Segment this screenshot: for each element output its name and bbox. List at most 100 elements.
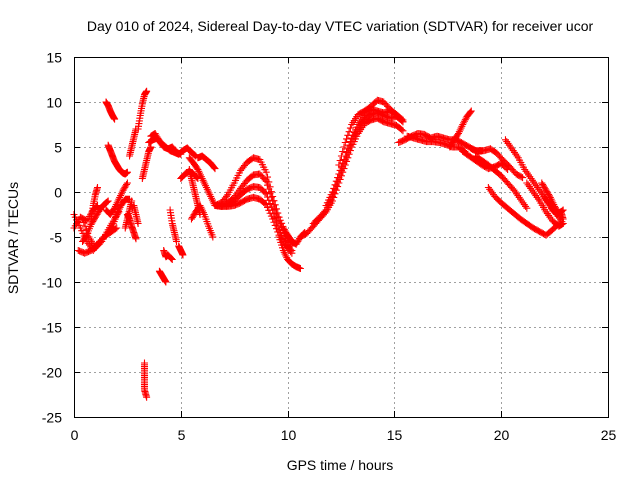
data-point — [96, 239, 104, 247]
data-point — [343, 148, 351, 156]
series-track-33 — [275, 233, 304, 272]
data-point — [523, 204, 531, 212]
data-point — [123, 168, 131, 176]
data-point — [190, 151, 198, 159]
data-point — [335, 161, 343, 169]
data-point — [343, 135, 351, 143]
data-point — [223, 192, 231, 200]
y-tick-label: -25 — [42, 410, 62, 426]
x-tick-label: 5 — [178, 427, 186, 443]
data-point — [559, 215, 567, 223]
series-track-49 — [538, 179, 567, 218]
data-point — [459, 121, 467, 128]
data-point — [211, 165, 219, 173]
series-track-43 — [472, 152, 531, 212]
data-point — [271, 221, 279, 229]
y-axis-label: SDTVAR / TECUs — [5, 182, 21, 294]
series-track-20 — [155, 267, 170, 286]
data-point — [270, 218, 278, 226]
data-point — [339, 148, 347, 155]
data-point — [337, 152, 345, 160]
data-point — [168, 256, 176, 263]
series-track-23 — [175, 242, 187, 259]
data-point — [340, 143, 348, 151]
x-tick-label: 10 — [281, 427, 297, 443]
series-track-09 — [104, 195, 134, 236]
series-track-38 — [335, 96, 407, 169]
series-track-07 — [102, 98, 119, 123]
data-point — [321, 207, 329, 215]
x-tick-label: 15 — [387, 427, 403, 443]
data-point — [82, 232, 90, 240]
series-track-11 — [126, 125, 140, 160]
y-tick-label: 5 — [54, 140, 62, 156]
data-point — [330, 184, 338, 192]
data-point — [557, 207, 565, 215]
series-track-19 — [147, 130, 185, 158]
x-tick-label: 0 — [71, 427, 79, 443]
data-point — [267, 203, 275, 211]
data-point — [519, 174, 527, 182]
data-point — [460, 119, 468, 127]
data-point — [143, 87, 151, 95]
y-tick-label: 10 — [46, 95, 62, 111]
series-track-47 — [523, 179, 567, 230]
data-point — [346, 138, 354, 146]
data-point — [398, 116, 406, 124]
data-point — [110, 205, 118, 213]
data-point — [209, 233, 217, 241]
data-point — [335, 170, 343, 178]
data-point — [341, 139, 349, 146]
data-point — [162, 278, 170, 286]
data-point — [265, 196, 273, 204]
data-point — [152, 131, 160, 139]
data-point — [345, 141, 353, 149]
grid-layer — [74, 57, 608, 417]
data-point — [261, 189, 269, 197]
data-point — [559, 206, 567, 214]
data-point — [151, 130, 159, 137]
data-point — [332, 177, 340, 185]
y-tick-label: 0 — [54, 185, 62, 201]
series-track-16 — [138, 143, 155, 182]
y-tick-label: -5 — [50, 230, 63, 246]
data-point — [134, 220, 142, 227]
data-point — [132, 235, 140, 243]
data-point — [399, 127, 407, 135]
data-point — [467, 107, 475, 115]
series-track-28 — [194, 152, 219, 173]
data-point — [346, 124, 354, 132]
data-point — [173, 238, 181, 245]
data-point — [177, 150, 185, 158]
data-point — [296, 265, 304, 272]
y-tick-label: -15 — [42, 320, 62, 336]
data-point — [558, 207, 566, 215]
data-point — [264, 193, 272, 201]
chart-title: Day 010 of 2024, Sidereal Day-to-day VTE… — [87, 18, 594, 34]
series-track-27 — [187, 202, 217, 241]
data-point — [262, 190, 270, 198]
data-point — [466, 108, 474, 116]
series-track-45 — [484, 184, 563, 239]
data-point — [328, 188, 336, 196]
y-tick-label: -20 — [42, 365, 62, 381]
data-point — [344, 145, 352, 153]
data-point — [336, 157, 344, 164]
data-point — [331, 181, 339, 189]
series-track-08 — [104, 141, 131, 178]
series-track-40 — [403, 132, 469, 155]
series-track-26 — [185, 154, 219, 209]
series-track-17 — [140, 359, 151, 401]
data-point — [344, 131, 352, 139]
data-point — [269, 215, 277, 223]
series-track-21 — [160, 247, 176, 263]
data-point — [108, 223, 116, 231]
data-point — [123, 180, 131, 188]
data-point — [545, 192, 553, 200]
series-track-15 — [134, 87, 151, 133]
data-point — [123, 179, 131, 187]
series-track-10 — [102, 179, 131, 218]
data-point — [460, 117, 468, 125]
data-point — [336, 166, 344, 174]
data-point — [154, 134, 162, 142]
